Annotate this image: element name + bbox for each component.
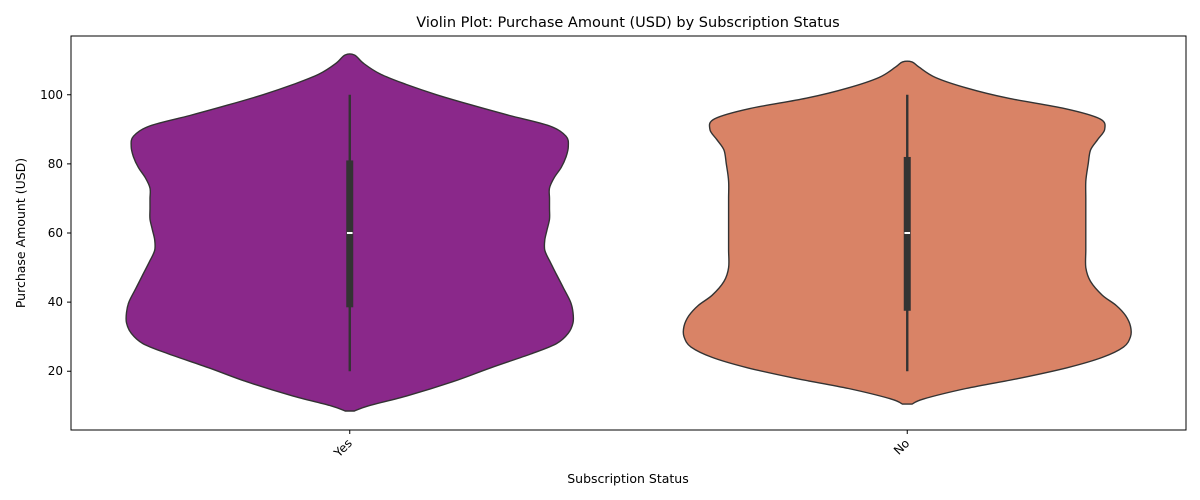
x-axis: Yes No [331,430,912,461]
y-tick-label: 40 [48,295,63,309]
x-axis-label: Subscription Status [567,471,688,486]
y-axis: 20 40 60 80 100 [40,88,71,378]
y-axis-label: Purchase Amount (USD) [13,158,28,308]
plot-area [125,53,1132,412]
x-tick-label: Yes [331,436,355,460]
y-tick-label: 100 [40,88,63,102]
x-tick-label: No [891,436,912,457]
y-tick-label: 20 [48,364,63,378]
chart-title: Violin Plot: Purchase Amount (USD) by Su… [416,15,839,31]
y-tick-label: 60 [48,226,63,240]
y-tick-label: 80 [48,157,63,171]
